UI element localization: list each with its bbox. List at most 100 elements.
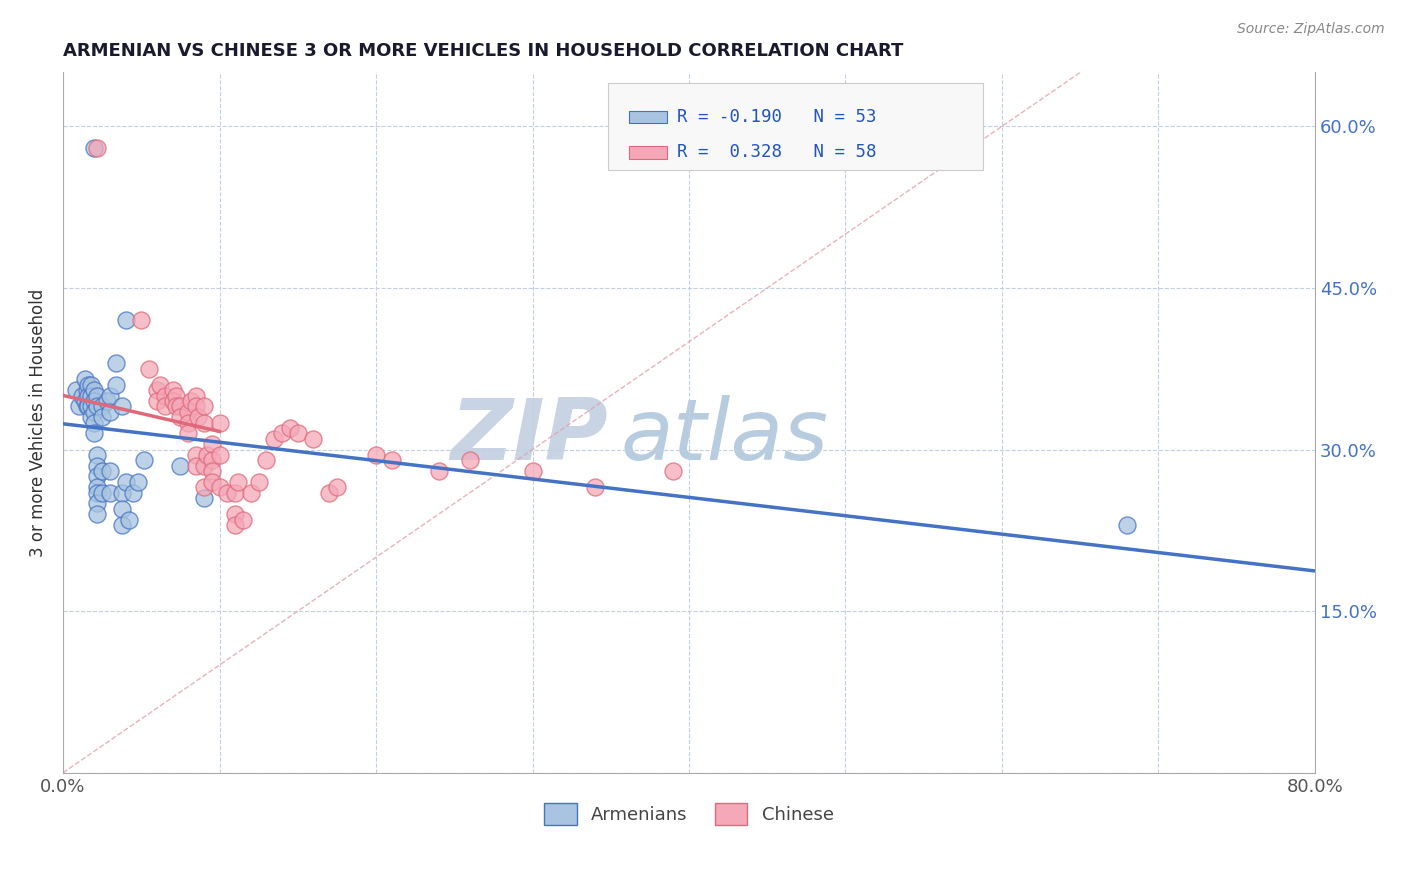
Point bbox=[195, 448, 218, 462]
Point bbox=[224, 507, 246, 521]
Point bbox=[70, 389, 93, 403]
Point bbox=[326, 480, 349, 494]
Point bbox=[122, 485, 145, 500]
Point bbox=[83, 426, 105, 441]
Point bbox=[184, 389, 207, 403]
Point bbox=[86, 480, 108, 494]
Point bbox=[381, 453, 404, 467]
Point bbox=[83, 384, 105, 398]
Point bbox=[134, 453, 156, 467]
Point bbox=[83, 416, 105, 430]
Point bbox=[263, 432, 285, 446]
Point bbox=[208, 448, 231, 462]
Point bbox=[91, 485, 114, 500]
Point bbox=[201, 437, 224, 451]
Point bbox=[86, 469, 108, 483]
Point bbox=[129, 313, 152, 327]
Text: Source: ZipAtlas.com: Source: ZipAtlas.com bbox=[1237, 22, 1385, 37]
Point bbox=[86, 485, 108, 500]
Legend: Armenians, Chinese: Armenians, Chinese bbox=[536, 794, 842, 834]
Point bbox=[256, 453, 278, 467]
Point bbox=[193, 480, 215, 494]
Point bbox=[127, 475, 149, 489]
Point bbox=[111, 485, 134, 500]
Text: ZIP: ZIP bbox=[450, 395, 607, 478]
Point bbox=[287, 426, 309, 441]
Point bbox=[271, 426, 294, 441]
Point bbox=[86, 389, 108, 403]
Point bbox=[208, 480, 231, 494]
Point bbox=[86, 448, 108, 462]
Point bbox=[98, 485, 121, 500]
Point bbox=[114, 313, 136, 327]
Point bbox=[165, 400, 187, 414]
Point bbox=[86, 458, 108, 473]
FancyBboxPatch shape bbox=[607, 83, 983, 170]
Point bbox=[76, 400, 98, 414]
Point bbox=[184, 448, 207, 462]
Point bbox=[177, 426, 200, 441]
Point bbox=[177, 405, 200, 419]
Point bbox=[239, 485, 262, 500]
Point bbox=[80, 410, 103, 425]
Point bbox=[201, 475, 224, 489]
Point bbox=[65, 384, 87, 398]
Point bbox=[208, 416, 231, 430]
Point bbox=[193, 458, 215, 473]
Point bbox=[138, 361, 160, 376]
Point bbox=[83, 405, 105, 419]
Text: ARMENIAN VS CHINESE 3 OR MORE VEHICLES IN HOUSEHOLD CORRELATION CHART: ARMENIAN VS CHINESE 3 OR MORE VEHICLES I… bbox=[63, 42, 904, 60]
Point bbox=[224, 517, 246, 532]
Point bbox=[153, 389, 176, 403]
Y-axis label: 3 or more Vehicles in Household: 3 or more Vehicles in Household bbox=[30, 288, 46, 557]
Point bbox=[165, 389, 187, 403]
Point bbox=[83, 394, 105, 409]
Point bbox=[247, 475, 270, 489]
Point bbox=[146, 394, 169, 409]
Point bbox=[458, 453, 481, 467]
Point bbox=[98, 464, 121, 478]
Point bbox=[114, 475, 136, 489]
Point bbox=[105, 356, 128, 370]
Point bbox=[302, 432, 325, 446]
Point bbox=[427, 464, 450, 478]
Point bbox=[80, 400, 103, 414]
Point bbox=[153, 400, 176, 414]
Point bbox=[86, 507, 108, 521]
Point bbox=[146, 384, 169, 398]
Text: R = -0.190   N = 53: R = -0.190 N = 53 bbox=[678, 108, 877, 126]
Point bbox=[193, 400, 215, 414]
Point bbox=[91, 464, 114, 478]
Point bbox=[177, 416, 200, 430]
Point bbox=[67, 400, 90, 414]
Point bbox=[162, 384, 184, 398]
Point bbox=[169, 400, 191, 414]
Point bbox=[364, 448, 387, 462]
Point bbox=[169, 458, 191, 473]
Point bbox=[83, 141, 105, 155]
Point bbox=[201, 464, 224, 478]
Point bbox=[149, 377, 172, 392]
Point bbox=[105, 377, 128, 392]
Point bbox=[76, 384, 98, 398]
Point bbox=[522, 464, 544, 478]
Point bbox=[73, 372, 96, 386]
Point bbox=[232, 512, 254, 526]
Text: atlas: atlas bbox=[620, 395, 828, 478]
Point bbox=[662, 464, 685, 478]
Point bbox=[98, 389, 121, 403]
Point bbox=[86, 496, 108, 510]
Point bbox=[201, 453, 224, 467]
Point bbox=[86, 400, 108, 414]
Point bbox=[96, 394, 118, 409]
Point bbox=[180, 394, 202, 409]
Point bbox=[1116, 517, 1139, 532]
Point bbox=[77, 400, 100, 414]
Point bbox=[80, 377, 103, 392]
Point bbox=[184, 458, 207, 473]
Point bbox=[111, 400, 134, 414]
Point bbox=[169, 410, 191, 425]
FancyBboxPatch shape bbox=[628, 146, 668, 159]
Point bbox=[583, 480, 606, 494]
Point bbox=[91, 400, 114, 414]
